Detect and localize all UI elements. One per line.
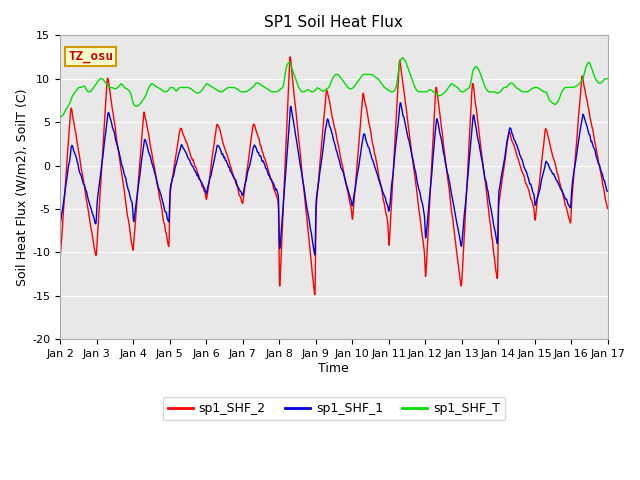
sp1_SHF_1 bbox=[314, 188, 321, 194]
sp1_SHF_T bbox=[488, 89, 495, 95]
Text: TZ_osu: TZ_osu bbox=[68, 50, 113, 63]
sp1_SHF_2 bbox=[457, 281, 465, 287]
sp1_SHF_2 bbox=[154, 188, 162, 193]
X-axis label: Time: Time bbox=[319, 362, 349, 375]
sp1_SHF_1 bbox=[311, 252, 319, 258]
sp1_SHF_2 bbox=[426, 188, 434, 193]
sp1_SHF_2 bbox=[604, 205, 611, 211]
sp1_SHF_2 bbox=[604, 203, 611, 209]
Line: sp1_SHF_2: sp1_SHF_2 bbox=[60, 57, 607, 295]
sp1_SHF_T bbox=[604, 76, 611, 82]
sp1_SHF_T bbox=[56, 115, 64, 120]
sp1_SHF_T bbox=[603, 76, 611, 82]
Legend: sp1_SHF_2, sp1_SHF_1, sp1_SHF_T: sp1_SHF_2, sp1_SHF_1, sp1_SHF_T bbox=[163, 397, 505, 420]
sp1_SHF_2 bbox=[314, 187, 321, 193]
sp1_SHF_1 bbox=[457, 241, 465, 247]
Title: SP1 Soil Heat Flux: SP1 Soil Heat Flux bbox=[264, 15, 403, 30]
sp1_SHF_T bbox=[154, 85, 162, 91]
sp1_SHF_2 bbox=[488, 234, 495, 240]
Line: sp1_SHF_1: sp1_SHF_1 bbox=[60, 103, 607, 255]
sp1_SHF_1 bbox=[488, 210, 495, 216]
sp1_SHF_2 bbox=[311, 292, 319, 298]
sp1_SHF_2 bbox=[56, 254, 64, 260]
Line: sp1_SHF_T: sp1_SHF_T bbox=[60, 58, 607, 118]
sp1_SHF_1 bbox=[426, 185, 434, 191]
sp1_SHF_T bbox=[457, 88, 465, 94]
sp1_SHF_1 bbox=[154, 185, 162, 191]
sp1_SHF_T bbox=[314, 85, 321, 91]
sp1_SHF_1 bbox=[397, 100, 404, 106]
sp1_SHF_1 bbox=[604, 188, 611, 194]
sp1_SHF_T bbox=[399, 55, 406, 60]
sp1_SHF_T bbox=[426, 87, 434, 93]
sp1_SHF_1 bbox=[56, 223, 64, 228]
sp1_SHF_1 bbox=[604, 188, 611, 194]
sp1_SHF_2 bbox=[287, 54, 294, 60]
Y-axis label: Soil Heat Flux (W/m2), SoilT (C): Soil Heat Flux (W/m2), SoilT (C) bbox=[15, 89, 28, 286]
